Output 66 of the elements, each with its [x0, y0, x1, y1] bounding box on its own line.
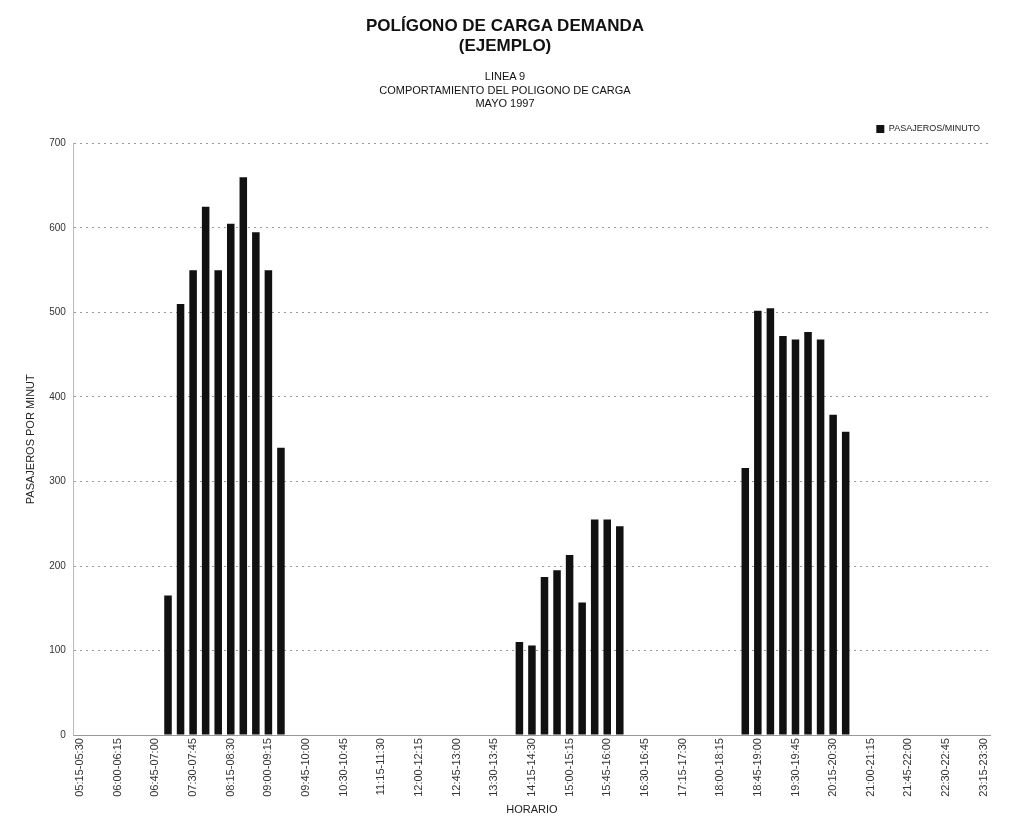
- bar: [164, 595, 172, 735]
- y-tick-label: 700: [49, 137, 67, 149]
- x-tick-label: 23:15-23:30: [976, 738, 989, 797]
- x-tick-label: 12:00-12:15: [412, 738, 425, 797]
- x-tick-label: 06:45-07:00: [148, 738, 161, 797]
- x-tick-label: 06:00-06:15: [110, 738, 123, 797]
- x-tick-label: 19:30-19:45: [788, 738, 801, 797]
- y-tick-label: 300: [49, 475, 67, 487]
- x-tick-label: 10:30-10:45: [336, 738, 349, 797]
- bar: [603, 519, 611, 735]
- bar: [252, 232, 260, 735]
- x-tick-label: 22:30-22:45: [939, 738, 952, 797]
- x-tick-label: 09:00-09:15: [261, 738, 274, 797]
- bar: [779, 336, 787, 735]
- bar: [754, 310, 762, 735]
- x-tick-label: 18:00-18:15: [713, 738, 726, 797]
- x-tick-label: 14:15-14:30: [524, 738, 537, 797]
- y-tick-label: 200: [49, 559, 67, 571]
- bar: [277, 447, 285, 735]
- x-tick-label: 08:15-08:30: [223, 738, 236, 797]
- bar: [741, 467, 750, 735]
- bar: [578, 602, 586, 735]
- bar: [553, 570, 561, 735]
- bar: [239, 177, 248, 735]
- bar: [829, 414, 837, 735]
- y-tick-label: 0: [60, 728, 67, 740]
- x-tick-label: 07:30-07:45: [186, 738, 199, 797]
- y-tick-label: 400: [49, 390, 67, 402]
- bar: [791, 339, 800, 735]
- x-tick-label: 21:45-22:00: [901, 738, 914, 797]
- x-tick-label: 11:15-11:30: [374, 738, 387, 796]
- legend-label: PASAJEROS/MINUTO: [888, 123, 981, 134]
- bar: [816, 339, 825, 735]
- bar: [565, 555, 574, 735]
- bar: [841, 431, 850, 735]
- chart-title: POLÍGONO DE CARGA DEMANDA (EJEMPLO): [366, 15, 644, 56]
- y-axis-title: PASAJEROS POR MINUT: [23, 373, 36, 505]
- bar: [590, 519, 599, 735]
- bar: [214, 270, 222, 735]
- bar: [176, 304, 185, 735]
- x-tick-label: 16:30-16:45: [637, 738, 650, 797]
- bar: [804, 331, 812, 735]
- y-tick-label: 500: [49, 306, 67, 318]
- x-tick-label: 15:45-16:00: [600, 738, 613, 797]
- bar: [264, 270, 273, 735]
- y-tick-label: 100: [49, 644, 67, 656]
- bar: [540, 577, 549, 735]
- x-tick-label: 20:15-20:30: [826, 738, 839, 797]
- x-tick-label: 13:30-13:45: [487, 738, 500, 797]
- y-tick-label: 600: [49, 221, 67, 233]
- x-tick-label: 17:15-17:30: [675, 738, 688, 797]
- x-axis-title: HORARIO: [506, 803, 559, 816]
- bar: [515, 642, 524, 735]
- chart-subtitle: LINEA 9 COMPORTAMIENTO DEL POLIGONO DE CARGA MAYO 1997: [379, 70, 632, 109]
- x-tick-label: 18:45-19:00: [750, 738, 763, 797]
- x-tick-label: 15:00-15:15: [562, 738, 575, 797]
- bar: [201, 206, 210, 735]
- x-tick-label: 05:15-05:30: [73, 738, 86, 797]
- bar: [189, 270, 197, 735]
- x-tick-label: 09:45-10:00: [299, 738, 312, 797]
- bar: [616, 526, 624, 735]
- x-tick-label: 12:45-13:00: [449, 738, 462, 797]
- x-tick-label: 21:00-21:15: [863, 738, 876, 797]
- bar: [528, 645, 536, 735]
- bar: [226, 223, 235, 735]
- bar: [766, 308, 775, 735]
